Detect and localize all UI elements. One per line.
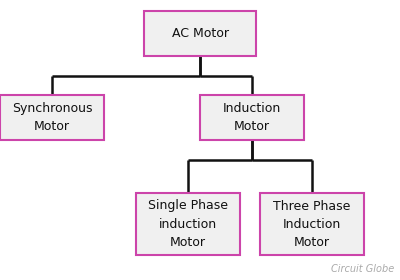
FancyBboxPatch shape <box>260 193 364 255</box>
FancyBboxPatch shape <box>0 95 104 140</box>
Text: AC Motor: AC Motor <box>172 27 228 40</box>
Text: Synchronous
Motor: Synchronous Motor <box>12 102 92 133</box>
FancyBboxPatch shape <box>200 95 304 140</box>
FancyBboxPatch shape <box>136 193 240 255</box>
Text: Induction
Motor: Induction Motor <box>223 102 281 133</box>
FancyBboxPatch shape <box>144 11 256 56</box>
Text: Circuit Globe: Circuit Globe <box>331 264 394 274</box>
Text: Single Phase
induction
Motor: Single Phase induction Motor <box>148 199 228 249</box>
Text: Three Phase
Induction
Motor: Three Phase Induction Motor <box>273 199 351 249</box>
